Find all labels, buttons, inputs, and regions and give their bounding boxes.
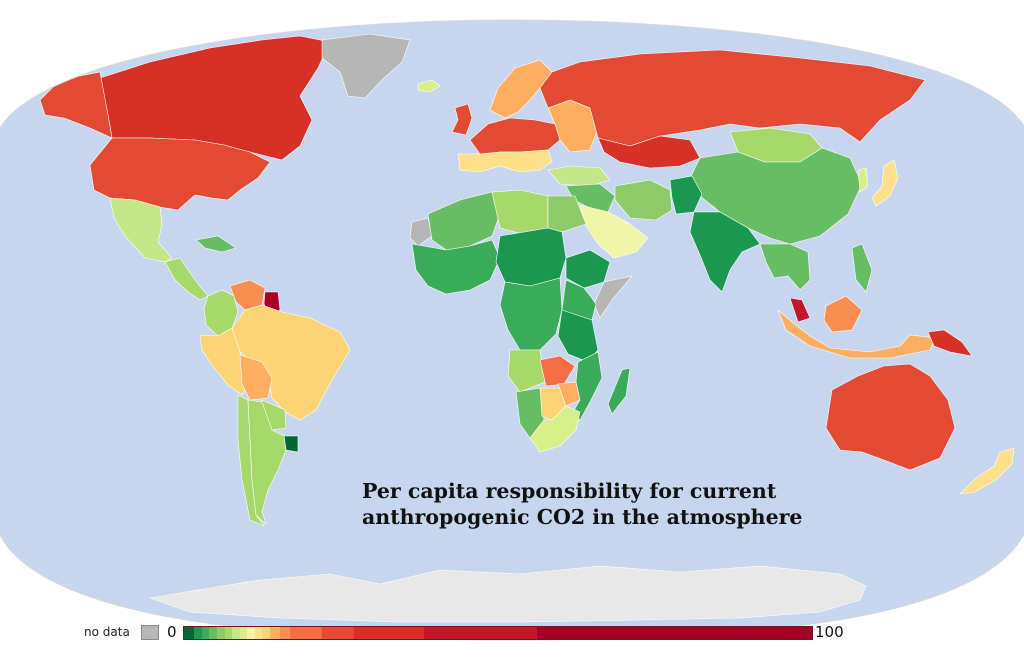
region-congo xyxy=(499,277,563,351)
legend-segment xyxy=(239,627,248,639)
legend-segment xyxy=(209,627,217,639)
region-united-kingdom xyxy=(451,103,473,136)
legend-segment xyxy=(423,627,537,639)
region-mexico xyxy=(109,197,173,263)
legend-color-scale xyxy=(183,626,813,640)
region-indonesia xyxy=(777,309,936,359)
region-north-africa xyxy=(427,191,501,251)
legend-segment xyxy=(262,627,270,639)
region-southeast-asia xyxy=(759,243,811,291)
region-angola xyxy=(507,349,546,393)
region-madagascar xyxy=(607,367,631,415)
region-papua-new-guinea xyxy=(927,329,973,357)
region-iceland xyxy=(417,79,441,93)
region-argentina xyxy=(247,399,287,525)
legend-segment xyxy=(194,627,202,639)
legend-segment xyxy=(269,627,281,639)
legend-segment xyxy=(184,627,195,639)
map-title: Per capita responsibility for current an… xyxy=(362,478,802,530)
region-western-sahara xyxy=(409,217,433,247)
legend-segment xyxy=(354,627,424,639)
region-australia xyxy=(825,363,956,471)
region-greenland xyxy=(321,33,411,99)
region-korea xyxy=(857,167,869,193)
globe-outline xyxy=(0,19,1024,641)
region-kazakhstan xyxy=(597,135,701,169)
region-caribbean xyxy=(195,235,237,253)
region-new-zealand xyxy=(959,447,1015,495)
legend-max-label: 100 xyxy=(815,623,844,641)
legend-segment xyxy=(290,627,323,639)
region-india xyxy=(689,211,761,293)
legend-nodata-label: no data xyxy=(84,625,130,639)
map-title-line1: Per capita responsibility for current xyxy=(362,479,777,503)
region-philippines xyxy=(851,243,873,293)
region-zambia xyxy=(539,355,576,387)
region-united-states xyxy=(89,137,271,211)
region-west-africa xyxy=(411,239,501,295)
region-somalia xyxy=(593,275,633,319)
legend-segment xyxy=(536,627,813,639)
legend-segment xyxy=(232,627,240,639)
region-borneo xyxy=(823,295,863,333)
legend-segment xyxy=(254,627,263,639)
legend-segment xyxy=(280,627,291,639)
legend-nodata-swatch xyxy=(141,625,159,640)
region-turkey xyxy=(547,165,611,187)
legend-min-label: 0 xyxy=(167,623,177,641)
legend-segment xyxy=(216,627,225,639)
legend-segment xyxy=(247,627,255,639)
region-bolivia xyxy=(239,354,273,401)
region-central-africa xyxy=(495,227,567,287)
region-russia xyxy=(539,49,926,147)
region-saudi-arabia xyxy=(579,204,649,259)
region-malaysia xyxy=(789,297,811,323)
legend-segment xyxy=(224,627,233,639)
region-mozambique xyxy=(571,351,603,421)
region-iran xyxy=(614,179,673,221)
legend-segment xyxy=(201,627,210,639)
map-title-line2: anthropogenic CO2 in the atmosphere xyxy=(362,505,803,529)
region-china xyxy=(689,147,863,245)
region-south-africa xyxy=(529,405,581,453)
region-libya xyxy=(491,189,549,235)
legend-segment xyxy=(322,627,355,639)
region-egypt xyxy=(547,195,587,233)
region-japan xyxy=(871,159,899,207)
region-southern-europe xyxy=(457,149,553,173)
region-antarctica xyxy=(149,565,867,623)
